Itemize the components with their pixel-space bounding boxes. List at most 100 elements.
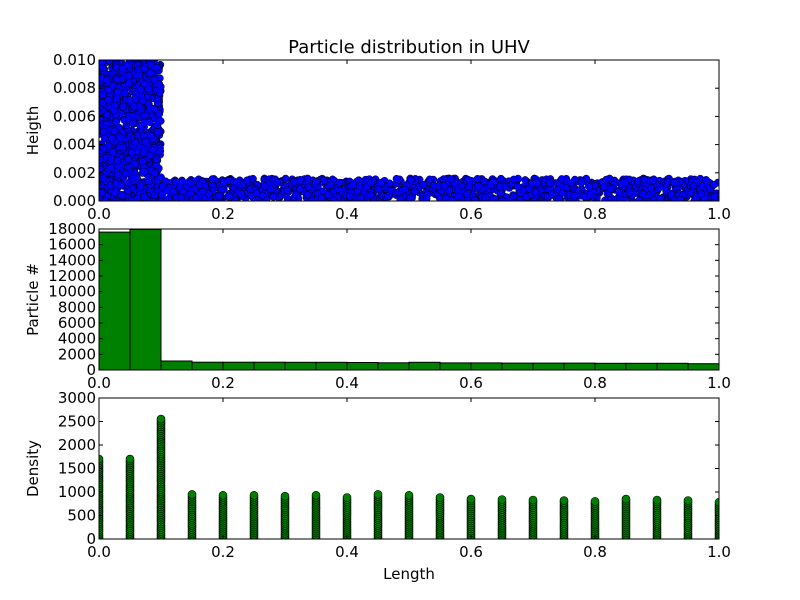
scatter-point [425, 175, 434, 184]
x-tick-label: 1.0 [707, 543, 731, 561]
scatter-point [127, 148, 136, 157]
scatter-point [419, 181, 428, 189]
scatter-point [131, 159, 139, 168]
scatter-point [99, 155, 105, 164]
scatter-point [266, 185, 275, 193]
scatter-point [136, 182, 145, 190]
scatter-point [384, 192, 392, 201]
scatter-point [710, 192, 719, 201]
scatter-point [509, 175, 518, 184]
histogram-bar [439, 362, 472, 370]
histogram-bar [594, 362, 627, 370]
density-point [218, 490, 228, 500]
y-tick-label: 0 [86, 530, 96, 548]
density-point [590, 497, 600, 506]
scatter-point [480, 177, 488, 186]
density-point [528, 495, 538, 505]
histogram-bar [346, 362, 379, 370]
scatter-point [177, 193, 186, 201]
scatter-point [553, 185, 562, 194]
scatter-point [442, 194, 450, 201]
scatter-point [709, 181, 718, 189]
scatter-point [407, 175, 415, 184]
scatter-point [113, 88, 122, 96]
density-point [280, 491, 290, 501]
x-tick-label: 0.0 [87, 205, 111, 223]
density-point [714, 498, 719, 507]
scatter-point [495, 182, 504, 191]
scatter-point [125, 71, 134, 80]
scatter-point [99, 127, 108, 136]
histogram-bar [563, 362, 596, 370]
y-tick-label: 16000 [48, 236, 96, 254]
scatter-point [317, 194, 326, 201]
scatter-point [497, 174, 505, 183]
scatter-point [155, 80, 164, 88]
scatter-point [702, 176, 710, 184]
scatter-point [513, 182, 522, 191]
chart-panels: 0.0 0.2 0.4 0.6 0.8 1.00.0000.0020.0040.0060.… [24, 51, 731, 583]
chart-title: Particle distribution in UHV [288, 37, 530, 58]
y-tick-label: 0.010 [53, 51, 96, 69]
scatter-point [656, 194, 665, 201]
y-tick-label: 2000 [58, 345, 96, 363]
panel-1: 0.0 0.2 0.4 0.6 0.8 1.0 0.000 0.002 0.004 0.006 0.… [24, 51, 731, 223]
scatter-point [349, 181, 357, 189]
scatter-point [486, 181, 495, 189]
scatter-point [107, 163, 116, 172]
scatter-point [290, 177, 298, 186]
x-tick-label: 0.6 [459, 205, 483, 223]
scatter-point [140, 193, 149, 201]
y-tick-label: 2000 [58, 436, 96, 454]
scatter-point [110, 127, 119, 136]
density-point [559, 496, 569, 505]
scatter-point [406, 194, 415, 201]
scatter-point [104, 95, 113, 104]
histogram-bar [315, 361, 348, 370]
scatter-point [140, 64, 148, 73]
scatter-point [401, 185, 409, 194]
scatter-point [129, 119, 138, 128]
histogram-bar [532, 362, 565, 370]
y-axis-label: Heigth [24, 106, 42, 156]
scatter-point [531, 188, 540, 196]
scatter-point [326, 181, 335, 190]
y-tick-label: 4000 [58, 330, 96, 348]
scatter-point [567, 179, 576, 188]
scatter-point [146, 104, 154, 113]
scatter-point [151, 169, 159, 178]
scatter-point [602, 175, 611, 184]
scatter-point [454, 192, 463, 201]
histogram-bar [253, 361, 286, 370]
histogram-bar [129, 229, 162, 370]
y-tick-label: 1000 [58, 483, 96, 501]
x-tick-label: 0.6 [459, 543, 483, 561]
scatter-point [121, 89, 129, 98]
scatter-point [481, 193, 490, 201]
panel-3: 0.0 0.2 0.4 0.6 0.8 1.0 0 500 1000 1500 2000 2500 30… [24, 389, 731, 583]
scatter-point [647, 183, 655, 192]
x-tick-label: 0.4 [335, 543, 359, 561]
scatter-point [99, 60, 106, 66]
x-tick-label: 1.0 [707, 205, 731, 223]
y-tick-label: 0.006 [53, 107, 96, 125]
scatter-point [473, 175, 482, 183]
density-point [342, 493, 352, 502]
scatter-point [639, 190, 647, 198]
scatter-point [103, 111, 112, 119]
x-tick-label: 0.2 [211, 543, 235, 561]
scatter-point [357, 194, 366, 201]
scatter-point [186, 179, 195, 188]
scatter-point [319, 177, 328, 185]
density-point [466, 494, 476, 504]
y-tick-label: 8000 [58, 298, 96, 316]
y-tick-label: 3000 [58, 389, 96, 407]
scatter-point [145, 151, 154, 160]
x-tick-label: 1.0 [707, 374, 731, 392]
histogram-bar [222, 361, 255, 370]
scatter-point [570, 192, 578, 201]
scatter-point [108, 134, 116, 143]
histogram-bar [160, 360, 193, 370]
scatter-point [104, 141, 113, 150]
scatter-point [155, 88, 164, 97]
